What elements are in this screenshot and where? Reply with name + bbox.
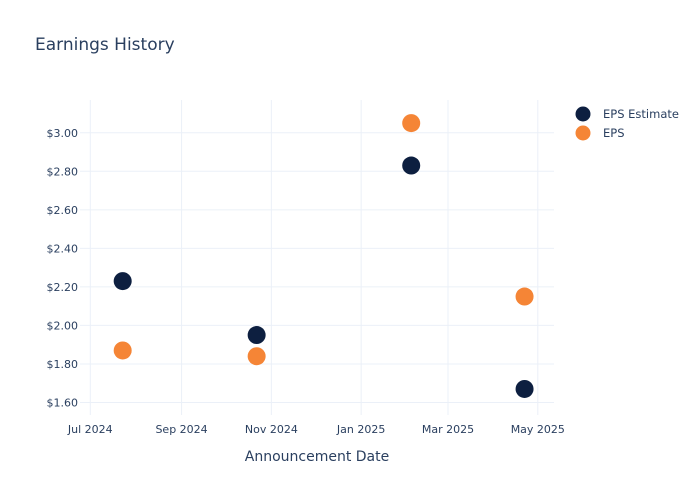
eps-point (113, 341, 132, 360)
legend-marker (575, 125, 591, 141)
eps-point (515, 287, 534, 306)
x-tick-label: Sep 2024 (155, 423, 207, 436)
x-tick-label: Jan 2025 (336, 423, 385, 436)
legend: EPS Estimate EPS (575, 106, 679, 141)
y-tick-label: $2.40 (47, 242, 79, 255)
y-tick-label: $2.20 (47, 281, 79, 294)
eps-estimate-point (113, 272, 132, 291)
data-points (113, 114, 534, 398)
y-axis-ticks: $1.60 $1.80 $2.00 $2.20 $2.40 $2.60 $2.80 $3.00 (47, 127, 79, 410)
eps-estimate-point (515, 379, 534, 398)
eps-estimate-point (402, 156, 421, 175)
y-tick-label: $1.80 (47, 358, 79, 371)
legend-label: EPS Estimate (603, 107, 679, 121)
y-tick-label: $2.00 (47, 319, 79, 332)
y-tick-label: $2.60 (47, 204, 79, 217)
x-axis-ticks: Jul 2024 Sep 2024 Nov 2024 Jan 2025 Mar 2025… (67, 423, 565, 436)
grid (80, 100, 554, 415)
y-tick-label: $1.60 (47, 396, 79, 409)
chart-title: Earnings History (35, 35, 175, 55)
y-tick-label: $3.00 (47, 127, 79, 140)
x-axis-title: Announcement Date (245, 449, 389, 465)
x-tick-label: Mar 2025 (422, 423, 474, 436)
x-tick-label: Jul 2024 (67, 423, 113, 436)
legend-marker (575, 106, 591, 122)
y-tick-label: $2.80 (47, 165, 79, 178)
eps-estimate-point (247, 326, 266, 345)
eps-point (247, 347, 266, 366)
x-tick-label: May 2025 (511, 423, 565, 436)
x-tick-label: Nov 2024 (245, 423, 298, 436)
eps-point (402, 114, 421, 133)
legend-label: EPS (603, 126, 625, 140)
